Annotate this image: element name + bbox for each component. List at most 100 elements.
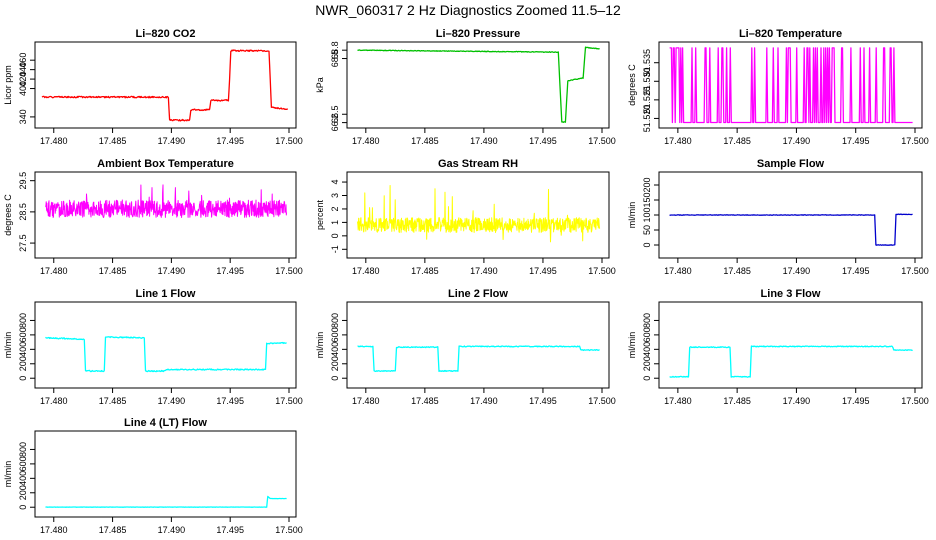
series-line <box>45 184 288 218</box>
y-tick-label: -1 <box>330 245 340 253</box>
plot-frame <box>346 41 610 129</box>
x-tick-label: 17.490 <box>470 396 498 406</box>
chart-panel: Gas Stream RH percent 17.480 17.485 17.490 17… <box>315 158 616 276</box>
chart-title: Line 4 (LT) Flow <box>124 417 207 429</box>
y-tick-label: 800 <box>642 313 652 328</box>
x-tick-label: 17.500 <box>275 136 303 146</box>
series-line <box>45 335 287 373</box>
chart-title: Line 1 Flow <box>136 288 196 300</box>
y-tick-label: 150 <box>642 192 652 207</box>
x-tick-label: 17.500 <box>588 136 616 146</box>
x-tick-label: 17.490 <box>783 136 811 146</box>
chart-title: Line 2 Flow <box>448 288 508 300</box>
y-tick-label: 400 <box>330 342 340 357</box>
chart-panel: Line 3 Flow ml/min 17.480 17.485 17.490 17.49… <box>627 288 929 406</box>
x-tick-label: 17.485 <box>411 266 439 276</box>
x-tick-label: 17.480 <box>352 396 380 406</box>
y-axis-label: ml/min <box>3 332 13 359</box>
chart-title: Li–820 Pressure <box>436 28 520 40</box>
x-tick-label: 17.480 <box>40 525 68 535</box>
x-tick-label: 17.485 <box>723 266 751 276</box>
y-tick-label: 0 <box>642 242 652 247</box>
chart-panel: Li–820 CO2 Licor ppm 17.480 17.485 17.490 17.… <box>3 28 303 146</box>
y-tick-label: 4 <box>330 180 340 185</box>
x-tick-label: 17.495 <box>216 266 244 276</box>
x-tick-label: 17.480 <box>664 396 692 406</box>
y-axis-label: ml/min <box>3 461 13 488</box>
y-tick-label: 440 <box>18 62 28 77</box>
x-tick-label: 17.485 <box>99 525 127 535</box>
y-tick-label: 51.520 <box>642 105 652 133</box>
x-tick-label: 17.495 <box>842 396 870 406</box>
plot-frame <box>346 171 610 259</box>
chart-panel: Line 1 Flow ml/min 17.480 17.485 17.490 17.49… <box>3 288 303 406</box>
y-tick-label: 800 <box>18 442 28 457</box>
x-tick-label: 17.500 <box>275 396 303 406</box>
x-tick-label: 17.495 <box>216 525 244 535</box>
y-tick-label: 800 <box>330 313 340 328</box>
chart-panel: Sample Flow ml/min 17.480 17.485 17.490 17.49… <box>627 158 929 276</box>
chart-title: Li–820 CO2 <box>136 28 196 40</box>
y-tick-label: 0 <box>18 376 28 381</box>
y-axis-label: kPa <box>315 77 325 93</box>
x-tick-label: 17.500 <box>275 266 303 276</box>
chart-panel: Line 2 Flow ml/min 17.480 17.485 17.490 17.49… <box>315 288 616 406</box>
y-tick-label: 400 <box>18 81 28 96</box>
x-tick-label: 17.495 <box>529 266 557 276</box>
y-tick-label: 200 <box>330 356 340 371</box>
x-tick-label: 17.485 <box>99 396 127 406</box>
series-line <box>41 49 289 122</box>
x-tick-label: 17.480 <box>664 136 692 146</box>
x-tick-label: 17.485 <box>723 136 751 146</box>
y-tick-label: 0 <box>330 376 340 381</box>
x-tick-label: 17.495 <box>216 136 244 146</box>
x-tick-label: 17.490 <box>158 396 186 406</box>
x-tick-label: 17.485 <box>99 266 127 276</box>
chart-panel: Line 4 (LT) Flow ml/min 17.480 17.485 17.490… <box>3 417 303 535</box>
y-tick-label: 400 <box>642 342 652 357</box>
y-tick-label: 400 <box>18 342 28 357</box>
y-tick-label: 600 <box>642 327 652 342</box>
y-tick-label: 600 <box>330 327 340 342</box>
y-tick-label: 800 <box>18 313 28 328</box>
y-tick-label: 0 <box>330 233 340 238</box>
chart-title: Li–820 Temperature <box>739 28 842 40</box>
x-tick-label: 17.500 <box>901 266 929 276</box>
x-tick-label: 17.490 <box>158 266 186 276</box>
x-tick-label: 17.485 <box>411 136 439 146</box>
x-tick-label: 17.495 <box>842 136 870 146</box>
y-tick-label: 200 <box>642 177 652 192</box>
y-tick-label: 3 <box>330 193 340 198</box>
chart-panel: Li–820 Temperature degrees C 17.480 17.485 1… <box>627 28 929 146</box>
y-tick-label: 2 <box>330 206 340 211</box>
x-tick-label: 17.500 <box>901 136 929 146</box>
y-axis-label: Licor ppm <box>3 65 13 105</box>
series-line <box>45 495 287 508</box>
series-line <box>357 345 600 373</box>
plot-frame <box>658 41 923 129</box>
x-tick-label: 17.500 <box>588 266 616 276</box>
y-tick-label: 460 <box>18 53 28 68</box>
plot-frame <box>34 171 297 259</box>
x-tick-label: 17.480 <box>40 136 68 146</box>
y-tick-label: 1 <box>330 220 340 225</box>
y-tick-label: 200 <box>642 356 652 371</box>
x-tick-label: 17.485 <box>411 396 439 406</box>
y-tick-label: 200 <box>18 356 28 371</box>
x-tick-label: 17.480 <box>352 136 380 146</box>
y-tick-label: 100 <box>642 207 652 222</box>
y-tick-label: 0 <box>18 505 28 510</box>
x-tick-label: 17.495 <box>842 266 870 276</box>
x-tick-label: 17.490 <box>470 136 498 146</box>
chart-title: Gas Stream RH <box>438 158 518 170</box>
y-tick-label: 66.5 <box>330 105 340 123</box>
series-line <box>669 213 913 246</box>
series-line <box>669 345 913 378</box>
x-tick-label: 17.500 <box>588 396 616 406</box>
x-tick-label: 17.490 <box>158 525 186 535</box>
y-tick-label: 600 <box>18 327 28 342</box>
plot-frame <box>34 301 297 389</box>
y-axis-label: ml/min <box>627 332 637 359</box>
y-tick-label: 68.8 <box>330 41 340 59</box>
